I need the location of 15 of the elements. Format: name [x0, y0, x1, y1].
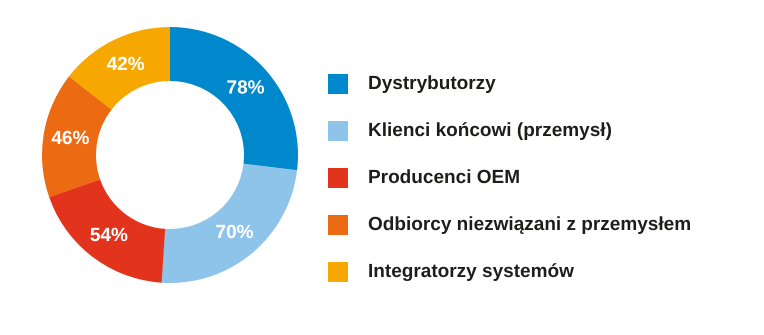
donut-slice [170, 27, 298, 170]
legend-label: Producenci OEM [368, 166, 520, 188]
legend-label: Odbiorcy niezwiązani z przemysłem [368, 214, 692, 236]
data-label: 70% [216, 222, 254, 244]
donut-slice [49, 179, 166, 283]
data-label: 42% [106, 54, 145, 75]
legend-label: Integratorzy systemów [368, 260, 574, 282]
data-label: 46% [51, 128, 90, 150]
data-label: 54% [90, 224, 128, 246]
donut-slice [162, 164, 298, 283]
donut-slice [68, 27, 170, 110]
donut-slice [42, 76, 112, 198]
legend-label: Dystrybutorzy [368, 72, 496, 94]
legend-label: Klienci końcowi (przemysł) [368, 120, 612, 142]
data-label: 78% [226, 77, 265, 98]
